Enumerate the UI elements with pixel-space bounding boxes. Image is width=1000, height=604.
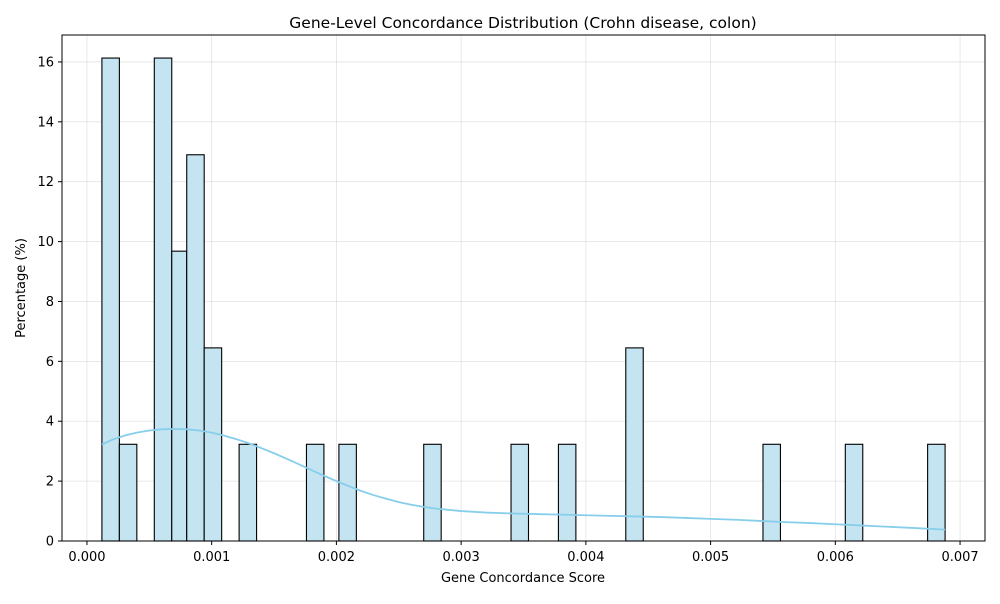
histogram-bar <box>762 443 781 542</box>
y-tick-label: 0 <box>46 535 54 550</box>
y-tick-label: 4 <box>46 415 54 430</box>
histogram-bar <box>186 154 205 542</box>
histogram-bar <box>153 57 173 542</box>
y-tick-label: 12 <box>37 175 54 190</box>
kde-curve <box>101 428 946 531</box>
histogram-bar <box>203 347 223 542</box>
histogram-bar <box>338 443 357 542</box>
chart-title: Gene-Level Concordance Distribution (Cro… <box>289 14 756 32</box>
histogram-bar <box>844 443 864 542</box>
histogram-bar <box>625 347 644 542</box>
histogram-bar <box>101 57 120 542</box>
x-tick-label: 0.001 <box>193 550 230 565</box>
y-tick-label: 16 <box>37 55 54 70</box>
y-tick-label: 10 <box>37 235 54 250</box>
x-axis-label: Gene Concordance Score <box>441 571 605 586</box>
x-axis-ticks: 0.000 0.001 0.002 0.003 0.004 0.005 0.006 0.007 <box>68 541 979 565</box>
kde-layer <box>101 428 946 531</box>
x-tick-label: 0.000 <box>68 550 105 565</box>
histogram-bar <box>238 443 258 542</box>
bars-layer <box>101 57 946 542</box>
y-axis-ticks: 0 2 4 6 8 10 12 14 16 <box>37 55 62 550</box>
x-tick-label: 0.003 <box>443 550 480 565</box>
x-tick-label: 0.007 <box>941 550 978 565</box>
y-tick-label: 2 <box>46 475 54 490</box>
histogram-bar <box>171 250 188 542</box>
y-tick-label: 8 <box>46 295 54 310</box>
x-tick-label: 0.005 <box>692 550 729 565</box>
histogram-bar <box>510 443 530 542</box>
histogram-bar <box>927 443 946 542</box>
y-tick-label: 14 <box>37 115 54 130</box>
y-tick-label: 6 <box>46 355 54 370</box>
histogram-bar <box>557 443 577 542</box>
histogram-bar <box>118 443 138 542</box>
x-tick-label: 0.006 <box>817 550 854 565</box>
x-tick-label: 0.002 <box>318 550 355 565</box>
x-tick-label: 0.004 <box>567 550 604 565</box>
histogram-bar <box>423 443 442 542</box>
plot-frame <box>61 34 986 542</box>
histogram-bar <box>305 443 325 542</box>
y-axis-label: Percentage (%) <box>14 238 29 338</box>
